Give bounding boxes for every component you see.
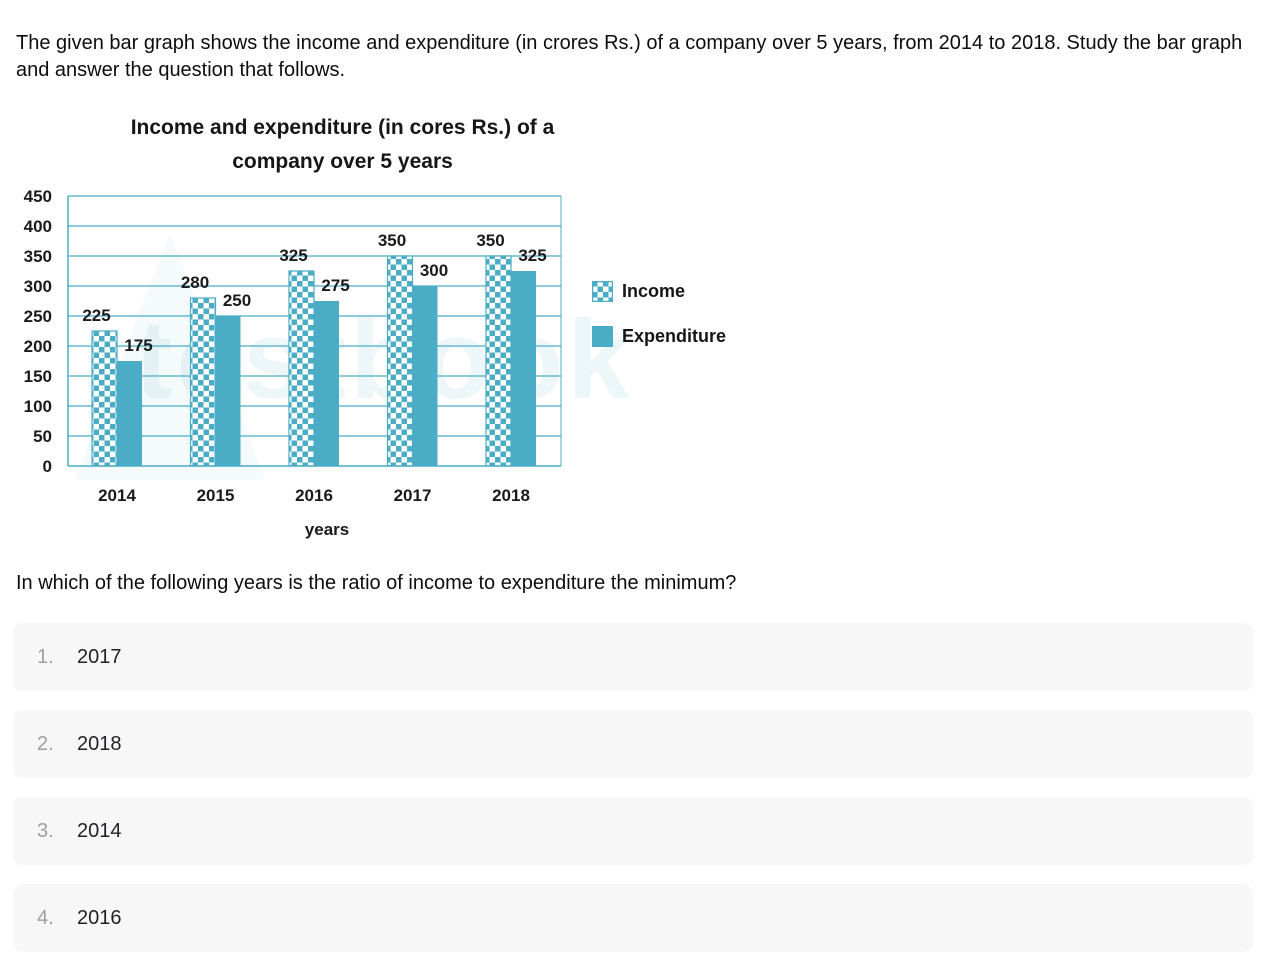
- question-text: In which of the following years is the r…: [16, 572, 737, 594]
- expenditure-swatch-icon: [592, 326, 613, 347]
- option-row-4[interactable]: 4. 2016: [13, 884, 1253, 952]
- option-row-1[interactable]: 1. 2017: [13, 623, 1253, 691]
- svg-text:175: 175: [124, 336, 152, 355]
- svg-text:2015: 2015: [197, 486, 235, 505]
- svg-text:100: 100: [24, 397, 52, 416]
- svg-text:2016: 2016: [295, 486, 333, 505]
- bar-chart-figure: testbook Income and expenditure (in core…: [0, 105, 780, 550]
- svg-text:325: 325: [518, 246, 546, 265]
- svg-text:275: 275: [321, 276, 349, 295]
- bar-chart: 0 50 100 150 200 250 300 350 400 450 225 175 2014 280…: [24, 187, 562, 539]
- svg-text:350: 350: [378, 231, 406, 250]
- option-label: 2016: [77, 906, 122, 929]
- svg-text:300: 300: [24, 277, 52, 296]
- option-label: 2018: [77, 732, 122, 755]
- intro-text: The given bar graph shows the income and…: [16, 32, 1243, 81]
- option-label: 2014: [77, 819, 122, 842]
- svg-text:250: 250: [223, 291, 251, 310]
- legend-label-expenditure: Expenditure: [622, 326, 727, 346]
- option-number: 2.: [37, 732, 54, 755]
- svg-text:250: 250: [24, 307, 52, 326]
- legend-item-expenditure: Expenditure: [592, 326, 726, 347]
- svg-text:0: 0: [43, 457, 52, 476]
- income-swatch-icon: [592, 281, 613, 302]
- svg-text:450: 450: [24, 187, 52, 206]
- svg-text:2014: 2014: [98, 486, 136, 505]
- svg-text:280: 280: [181, 273, 209, 292]
- chart-title-line2: company over 5 years: [232, 150, 453, 173]
- chart-title-line1: Income and expenditure (in cores Rs.) of…: [130, 116, 555, 139]
- svg-text:150: 150: [24, 367, 52, 386]
- option-row-3[interactable]: 3. 2014: [13, 797, 1253, 865]
- option-row-2[interactable]: 2. 2018: [13, 710, 1253, 778]
- legend-item-income: Income: [592, 281, 726, 302]
- svg-text:400: 400: [24, 217, 52, 236]
- svg-text:years: years: [305, 520, 349, 539]
- svg-text:350: 350: [24, 247, 52, 266]
- option-number: 3.: [37, 819, 54, 842]
- svg-text:2018: 2018: [492, 486, 530, 505]
- chart-legend: Income Expenditure: [592, 281, 726, 347]
- option-number: 4.: [37, 906, 54, 929]
- svg-text:2017: 2017: [394, 486, 432, 505]
- option-number: 1.: [37, 645, 54, 668]
- svg-text:300: 300: [420, 261, 448, 280]
- svg-text:50: 50: [33, 427, 52, 446]
- legend-label-income: Income: [622, 281, 686, 301]
- option-label: 2017: [77, 645, 122, 668]
- options-list: 1. 2017 2. 2018 3. 2014 4. 2016: [13, 623, 1253, 952]
- svg-text:225: 225: [82, 306, 110, 325]
- svg-text:200: 200: [24, 337, 52, 356]
- svg-text:350: 350: [476, 231, 504, 250]
- chart-title: Income and expenditure (in cores Rs.) of…: [60, 111, 625, 179]
- svg-text:325: 325: [279, 246, 307, 265]
